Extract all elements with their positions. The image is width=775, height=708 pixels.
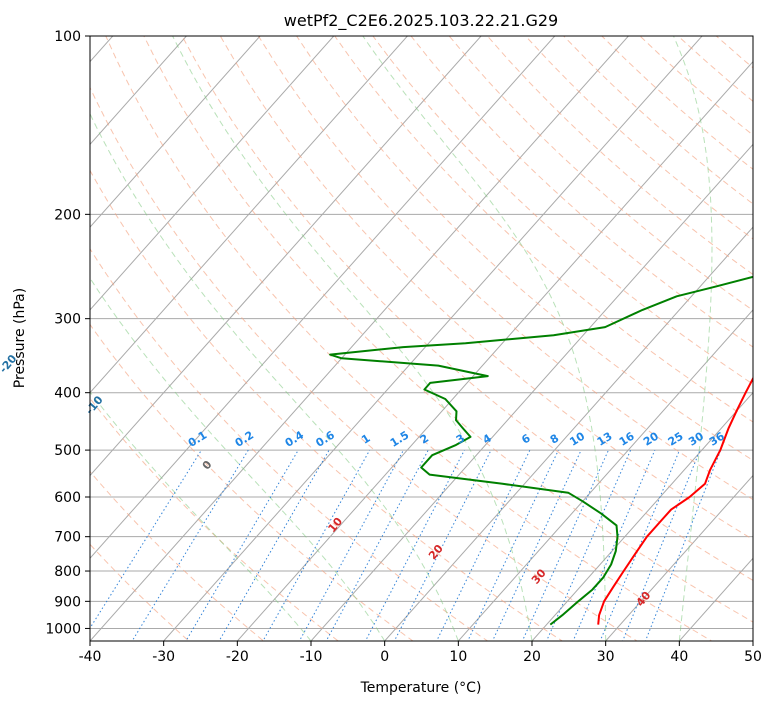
x-tick-label: -30 [152,649,175,665]
isobar-grid [90,36,753,629]
dry-adiabat-line [90,247,489,641]
mixing-ratio-line [393,449,492,641]
dry-adiabat-line [181,36,753,581]
x-axis-ticks: -40 -30 -20 -10 0 10 20 30 40 50 [79,641,762,665]
dry-adiabat-line [90,543,190,641]
dry-adiabat-line [143,36,753,623]
isotherm-line [236,60,753,641]
mixing-ratio-line [572,449,656,641]
x-tick-label: 0 [380,649,389,665]
isotherm-line [604,474,753,641]
dry-adiabat-line [410,36,753,348]
dewpoint-profile-line [329,275,753,626]
y-tick-label: 100 [54,29,81,45]
x-tick-label: 10 [449,649,467,665]
isotherm-line [162,36,703,641]
isotherm-line [90,36,261,228]
isotherm-line [90,36,335,311]
y-tick-label: 1000 [45,621,81,637]
isotherm-line [90,36,630,641]
moist-adiabat-line [172,36,533,641]
mixing-ratio-line [644,449,722,641]
plot-area [90,36,753,641]
y-tick-label: 600 [54,490,81,506]
isotherm-line [90,36,556,559]
mixing-ratio-line [298,449,404,641]
y-tick-label: 500 [54,443,81,459]
mixing-ratio-line [185,449,299,641]
moist-adiabat-line [673,36,713,641]
x-tick-label: -20 [226,649,249,665]
y-axis-ticks: 100 200 300 400 500 600 700 800 900 1000 [45,29,90,637]
temperature-profile-line [597,376,753,625]
dry-adiabat-line [90,470,265,641]
dry-adiabat-line [90,169,564,641]
isotherm-grid [90,36,753,641]
isotherm-line [90,36,188,146]
y-tick-label: 900 [54,594,81,610]
moist-adiabat-line [90,112,459,641]
dry-adiabat-line [90,323,414,641]
dry-adiabat-line [90,86,638,641]
isotherm-line [383,226,753,641]
x-tick-label: 40 [670,649,688,665]
dry-adiabat-line [334,36,753,423]
mixing-ratio-line [262,449,371,641]
x-axis-label: Temperature (°C) [360,680,482,696]
mixing-ratio-line [491,449,582,641]
x-tick-label: -40 [79,649,102,665]
y-tick-label: 400 [54,386,81,402]
y-axis-label: Pressure (hPa) [12,288,28,388]
y-tick-label: 800 [54,564,81,580]
isotherm-line [90,36,482,477]
plot-frame [89,35,754,642]
mixing-ratio-line [436,449,531,641]
isotherm-line [457,309,753,641]
x-tick-label: 50 [744,649,762,665]
mixing-ratio-line [599,449,680,641]
mixing-ratio-line [521,449,609,641]
dry-adiabat-line [105,36,713,641]
dry-adiabats [90,36,753,641]
mixing-ratio-line [218,449,330,641]
chart-title: wetPf2_C2E6.2025.103.22.21.G29 [284,11,558,31]
mixing-ratio-line [622,449,701,641]
mixing-ratio-line [467,449,559,641]
x-tick-label: 30 [597,649,615,665]
y-tick-label: 300 [54,312,81,328]
moist-adiabat-line [90,391,312,641]
dry-adiabat-line [372,36,753,385]
x-tick-label: 20 [523,649,541,665]
moist-adiabat-line [90,277,386,641]
x-tick-label: -10 [300,649,323,665]
y-tick-label: 200 [54,207,81,223]
y-tick-label: 700 [54,530,81,546]
profiles [329,275,753,626]
isotherm-line [90,36,409,394]
dry-adiabat-line [257,36,753,501]
